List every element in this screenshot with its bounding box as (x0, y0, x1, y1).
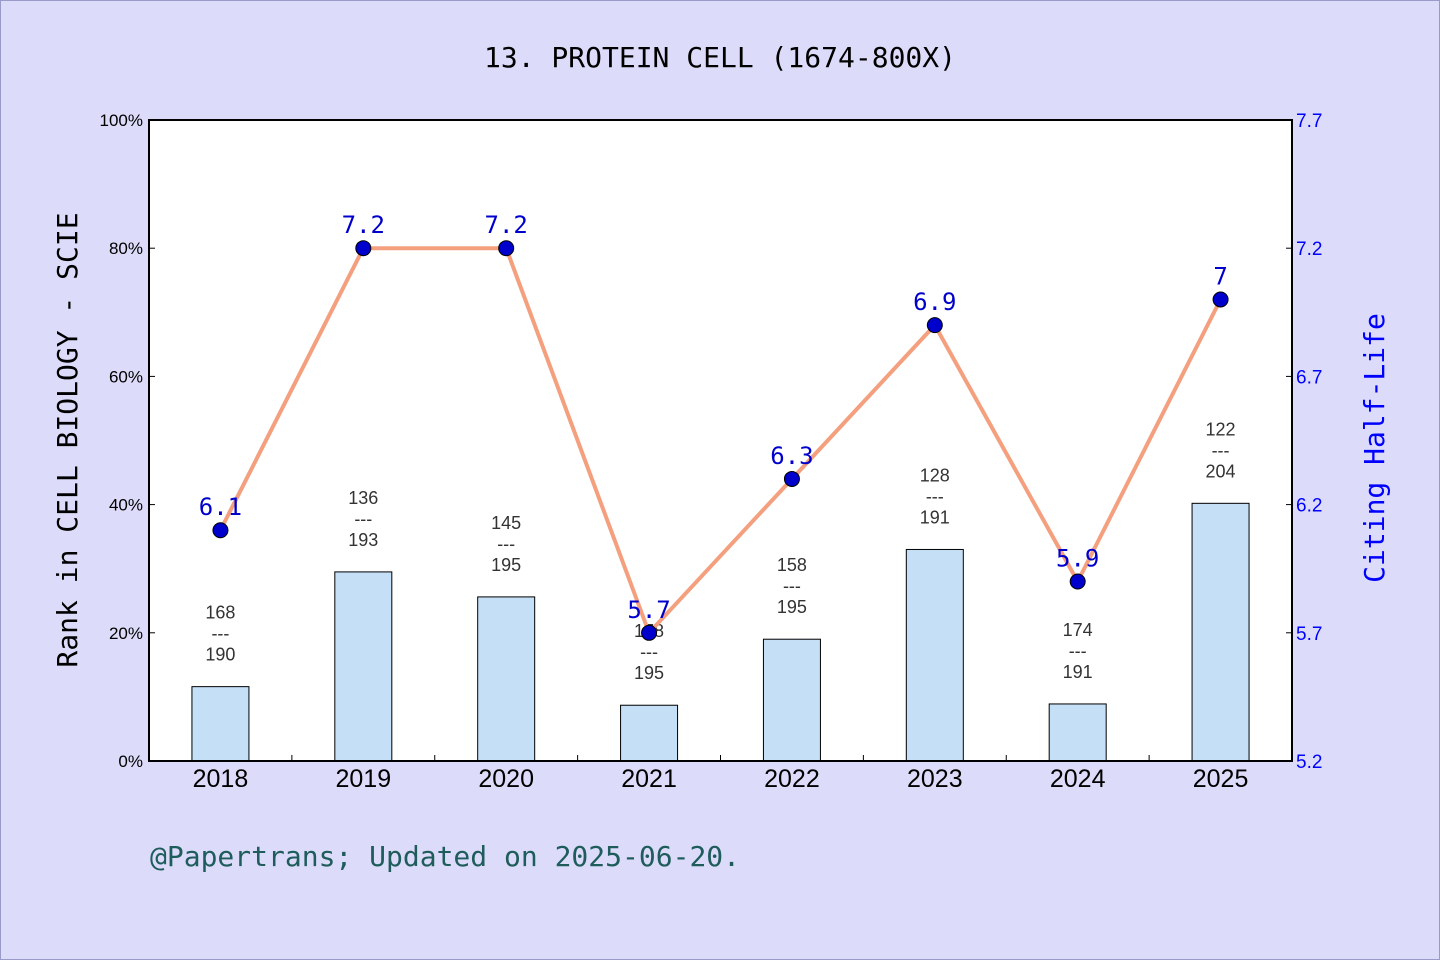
bar-2019 (334, 571, 393, 762)
x-tick-label: 2018 (193, 765, 249, 793)
chart-title: 13. PROTEIN CELL (1674-800X) (484, 41, 956, 74)
bar-total-label: 195 (634, 663, 664, 683)
bar-2023 (905, 548, 964, 762)
bar-separator-label: --- (1212, 440, 1230, 460)
x-tick-label: 2022 (764, 765, 820, 793)
x-tick-label: 2021 (621, 765, 677, 793)
footer-note: @Papertrans; Updated on 2025-06-20. (150, 840, 740, 873)
half-life-label: 5.9 (1056, 545, 1099, 573)
axes-layer: 0% 20% 40% 60% 80% 100% 5.2 5.7 6.2 6.7 7.2 7.7 2018… (100, 111, 1323, 793)
y2-tick-label: 5.2 (1296, 752, 1322, 773)
bar-2022 (762, 638, 821, 762)
bar-separator-label: --- (783, 576, 801, 596)
y2-tick-label: 6.7 (1296, 367, 1322, 388)
half-life-point (212, 522, 229, 539)
line-layer: 6.1 7.2 7.2 5.7 6.3 6.9 5.9 7 (199, 211, 1229, 641)
y-tick-label: 40% (109, 496, 143, 515)
bar-2024 (1048, 703, 1107, 762)
half-life-point (498, 240, 515, 257)
bar-rank-label: 174 (1063, 620, 1093, 640)
bar-separator-label: --- (211, 624, 229, 644)
x-tick-label: 2023 (907, 765, 963, 793)
bar-total-label: 195 (491, 555, 521, 575)
bar-rank-label: 145 (491, 513, 521, 533)
bar-separator-label: --- (640, 642, 658, 662)
y-tick-label: 80% (109, 239, 143, 258)
x-tick-label: 2024 (1050, 765, 1106, 793)
bar-rank-label: 136 (348, 488, 378, 508)
x-tick-label: 2025 (1193, 765, 1249, 793)
bar-total-label: 191 (1063, 662, 1093, 682)
bar-2018 (191, 686, 250, 762)
bar-rank-label: 168 (205, 603, 235, 623)
half-life-label: 6.1 (199, 493, 242, 521)
half-life-point (355, 240, 372, 257)
bar-rank-label: 128 (920, 465, 950, 485)
bar-total-label: 191 (920, 507, 950, 527)
plot-area (149, 120, 1292, 761)
bar-separator-label: --- (926, 486, 944, 506)
bar-2020 (477, 596, 536, 762)
half-life-point (1212, 291, 1229, 308)
bar-rank-label: 158 (777, 555, 807, 575)
half-life-point (1069, 573, 1086, 590)
x-tick-label: 2020 (478, 765, 534, 793)
bar-2025 (1191, 502, 1250, 762)
bar-total-label: 195 (777, 597, 807, 617)
y2-axis-label: Citing Half-Life (1358, 313, 1391, 583)
half-life-label: 7.2 (485, 211, 528, 239)
half-life-label: 7 (1213, 262, 1227, 290)
half-life-label: 6.9 (913, 288, 956, 316)
x-tick-label: 2019 (336, 765, 392, 793)
bar-total-label: 193 (348, 530, 378, 550)
bar-2021 (620, 704, 679, 762)
half-life-point (926, 317, 943, 334)
half-life-point (783, 470, 800, 487)
bar-separator-label: --- (497, 534, 515, 554)
bar-separator-label: --- (1069, 641, 1087, 661)
half-life-label: 5.7 (627, 596, 670, 624)
half-life-line (218, 246, 1223, 635)
bar-rank-label: 122 (1206, 419, 1236, 439)
half-life-label: 6.3 (770, 442, 813, 470)
y-tick-label: 0% (118, 752, 143, 771)
y-tick-label: 60% (109, 367, 143, 386)
bar-total-label: 190 (205, 645, 235, 665)
y-tick-label: 20% (109, 624, 143, 643)
y2-tick-label: 7.2 (1296, 239, 1322, 260)
bar-total-label: 204 (1206, 461, 1236, 481)
y-axis-label: Rank in CELL BIOLOGY - SCIE (51, 212, 84, 667)
y2-tick-label: 6.2 (1296, 496, 1322, 517)
y-tick-label: 100% (100, 111, 143, 130)
half-life-point (641, 624, 658, 641)
half-life-label: 7.2 (342, 211, 385, 239)
y2-tick-label: 7.7 (1296, 111, 1322, 132)
bars-layer: 168---190136---193145---195178---195158-… (191, 419, 1250, 762)
bar-separator-label: --- (354, 509, 372, 529)
y2-tick-label: 5.7 (1296, 624, 1322, 645)
